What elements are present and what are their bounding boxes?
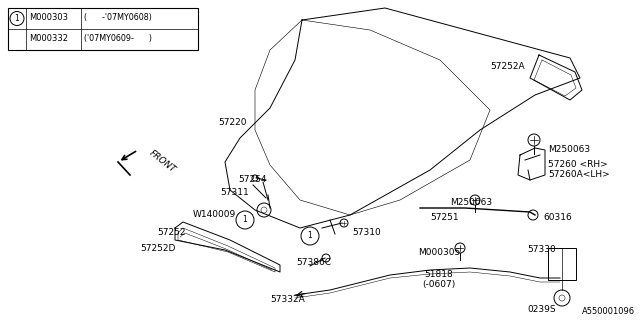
Text: (-0607): (-0607)	[422, 280, 455, 289]
Text: 57252A: 57252A	[490, 62, 525, 71]
Text: 57260 <RH>: 57260 <RH>	[548, 160, 608, 169]
Text: 1: 1	[308, 231, 312, 241]
Text: 57386C: 57386C	[296, 258, 331, 267]
Text: 51818: 51818	[424, 270, 452, 279]
Text: M250063: M250063	[450, 198, 492, 207]
Text: 57251: 57251	[430, 213, 459, 222]
Text: A550001096: A550001096	[582, 307, 635, 316]
Text: 57252D: 57252D	[140, 244, 175, 253]
Text: 57252: 57252	[157, 228, 186, 237]
Text: M000332: M000332	[29, 34, 68, 43]
Bar	[8, 8, 198, 50]
Text: M000303: M000303	[29, 12, 68, 22]
Text: M250063: M250063	[548, 145, 590, 154]
Text: FRONT: FRONT	[148, 148, 178, 174]
Text: 57260A<LH>: 57260A<LH>	[548, 170, 610, 179]
Text: 57332A: 57332A	[270, 295, 305, 304]
Text: 0239S: 0239S	[527, 305, 556, 314]
Text: 1: 1	[243, 215, 248, 225]
Text: ('07MY0609-      ): ('07MY0609- )	[84, 34, 152, 43]
Text: 57220: 57220	[218, 118, 246, 127]
Text: 60316: 60316	[543, 213, 572, 222]
Text: 57310: 57310	[352, 228, 381, 237]
Bar	[548, 248, 576, 280]
Text: M000305: M000305	[418, 248, 460, 257]
Text: W140009: W140009	[193, 210, 236, 219]
Text: 1: 1	[15, 14, 19, 23]
Text: 57330: 57330	[527, 245, 556, 254]
Text: 57311: 57311	[220, 188, 249, 197]
Text: (      -'07MY0608): ( -'07MY0608)	[84, 12, 152, 22]
Text: 57254: 57254	[238, 175, 266, 184]
